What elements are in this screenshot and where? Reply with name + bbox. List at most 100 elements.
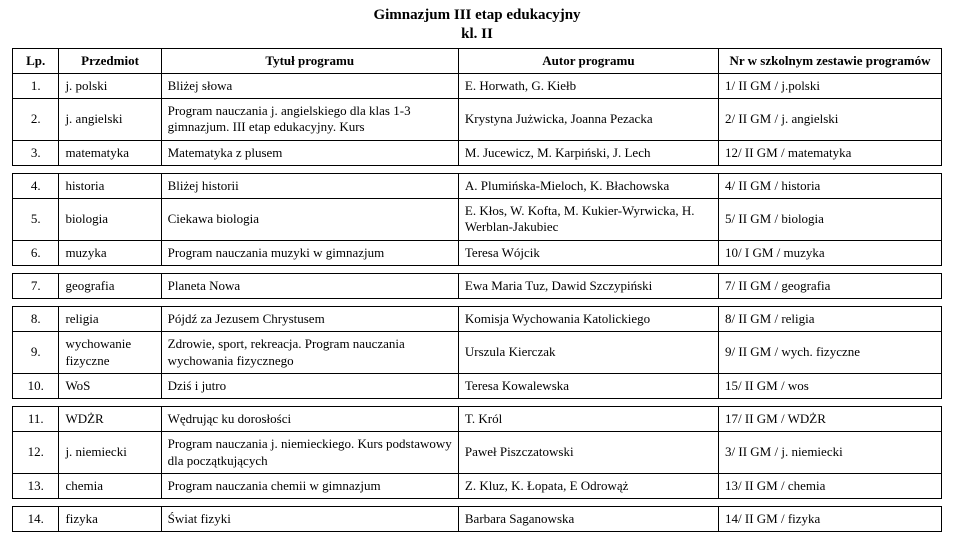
- table-row: 14.fizykaŚwiat fizykiBarbara Saganowska1…: [13, 507, 942, 532]
- cell-program: Zdrowie, sport, rekreacja. Program naucz…: [161, 332, 458, 374]
- cell-lp: 3.: [13, 140, 59, 165]
- cell-number: 12/ II GM / matematyka: [719, 140, 942, 165]
- gap-cell: [13, 165, 942, 173]
- gap-cell: [13, 499, 942, 507]
- cell-number: 10/ I GM / muzyka: [719, 240, 942, 265]
- cell-author: T. Król: [458, 407, 718, 432]
- cell-lp: 9.: [13, 332, 59, 374]
- table-row: 3.matematykaMatematyka z plusemM. Jucewi…: [13, 140, 942, 165]
- cell-subject: chemia: [59, 473, 161, 498]
- cell-number: 1/ II GM / j.polski: [719, 73, 942, 98]
- table-row: 5.biologiaCiekawa biologiaE. Kłos, W. Ko…: [13, 199, 942, 241]
- cell-program: Bliżej historii: [161, 173, 458, 198]
- cell-subject: WDŻR: [59, 407, 161, 432]
- cell-subject: j. angielski: [59, 99, 161, 141]
- cell-author: Urszula Kierczak: [458, 332, 718, 374]
- cell-lp: 11.: [13, 407, 59, 432]
- cell-program: Matematyka z plusem: [161, 140, 458, 165]
- cell-subject: historia: [59, 173, 161, 198]
- table-row: 7.geografiaPlaneta NowaEwa Maria Tuz, Da…: [13, 273, 942, 298]
- table-row: 10.WoSDziś i jutroTeresa Kowalewska15/ I…: [13, 373, 942, 398]
- gap-row: [13, 499, 942, 507]
- cell-lp: 13.: [13, 473, 59, 498]
- cell-program: Dziś i jutro: [161, 373, 458, 398]
- cell-lp: 6.: [13, 240, 59, 265]
- cell-lp: 12.: [13, 432, 59, 474]
- gap-cell: [13, 265, 942, 273]
- cell-lp: 5.: [13, 199, 59, 241]
- cell-program: Świat fizyki: [161, 507, 458, 532]
- col-author: Autor programu: [458, 48, 718, 73]
- col-lp: Lp.: [13, 48, 59, 73]
- cell-lp: 4.: [13, 173, 59, 198]
- title-line2: kl. II: [461, 26, 493, 42]
- cell-number: 5/ II GM / biologia: [719, 199, 942, 241]
- gap-row: [13, 399, 942, 407]
- cell-program: Planeta Nowa: [161, 273, 458, 298]
- cell-number: 14/ II GM / fizyka: [719, 507, 942, 532]
- cell-number: 7/ II GM / geografia: [719, 273, 942, 298]
- cell-subject: geografia: [59, 273, 161, 298]
- curriculum-table: Lp. Przedmiot Tytuł programu Autor progr…: [12, 48, 942, 533]
- cell-lp: 7.: [13, 273, 59, 298]
- cell-subject: biologia: [59, 199, 161, 241]
- cell-subject: fizyka: [59, 507, 161, 532]
- cell-number: 2/ II GM / j. angielski: [719, 99, 942, 141]
- table-row: 2.j. angielskiProgram nauczania j. angie…: [13, 99, 942, 141]
- cell-subject: j. niemiecki: [59, 432, 161, 474]
- cell-subject: j. polski: [59, 73, 161, 98]
- gap-cell: [13, 399, 942, 407]
- cell-lp: 14.: [13, 507, 59, 532]
- table-row: 12.j. niemieckiProgram nauczania j. niem…: [13, 432, 942, 474]
- cell-subject: wychowanie fizyczne: [59, 332, 161, 374]
- cell-subject: religia: [59, 307, 161, 332]
- cell-program: Program nauczania muzyki w gimnazjum: [161, 240, 458, 265]
- cell-lp: 2.: [13, 99, 59, 141]
- col-program: Tytuł programu: [161, 48, 458, 73]
- cell-number: 9/ II GM / wych. fizyczne: [719, 332, 942, 374]
- cell-number: 4/ II GM / historia: [719, 173, 942, 198]
- cell-author: Teresa Wójcik: [458, 240, 718, 265]
- table-row: 8.religiaPójdź za Jezusem ChrystusemKomi…: [13, 307, 942, 332]
- cell-author: Barbara Saganowska: [458, 507, 718, 532]
- cell-number: 8/ II GM / religia: [719, 307, 942, 332]
- gap-row: [13, 165, 942, 173]
- cell-subject: WoS: [59, 373, 161, 398]
- cell-program: Program nauczania j. angielskiego dla kl…: [161, 99, 458, 141]
- cell-lp: 8.: [13, 307, 59, 332]
- table-row: 1.j. polskiBliżej słowaE. Horwath, G. Ki…: [13, 73, 942, 98]
- cell-author: A. Plumińska-Mieloch, K. Błachowska: [458, 173, 718, 198]
- cell-number: 15/ II GM / wos: [719, 373, 942, 398]
- cell-number: 13/ II GM / chemia: [719, 473, 942, 498]
- cell-author: Paweł Piszczatowski: [458, 432, 718, 474]
- cell-program: Program nauczania j. niemieckiego. Kurs …: [161, 432, 458, 474]
- cell-number: 3/ II GM / j. niemiecki: [719, 432, 942, 474]
- table-row: 6.muzykaProgram nauczania muzyki w gimna…: [13, 240, 942, 265]
- table-row: 13.chemiaProgram nauczania chemii w gimn…: [13, 473, 942, 498]
- cell-author: Teresa Kowalewska: [458, 373, 718, 398]
- cell-program: Pójdź za Jezusem Chrystusem: [161, 307, 458, 332]
- cell-program: Ciekawa biologia: [161, 199, 458, 241]
- cell-author: Z. Kluz, K. Łopata, E Odrowąż: [458, 473, 718, 498]
- cell-author: Krystyna Jużwicka, Joanna Pezacka: [458, 99, 718, 141]
- gap-row: [13, 299, 942, 307]
- cell-author: Ewa Maria Tuz, Dawid Szczypiński: [458, 273, 718, 298]
- cell-number: 17/ II GM / WDŻR: [719, 407, 942, 432]
- cell-subject: muzyka: [59, 240, 161, 265]
- cell-author: Komisja Wychowania Katolickiego: [458, 307, 718, 332]
- cell-author: E. Horwath, G. Kiełb: [458, 73, 718, 98]
- cell-lp: 10.: [13, 373, 59, 398]
- table-row: 11.WDŻRWędrując ku dorosłościT. Król17/ …: [13, 407, 942, 432]
- title-line1: Gimnazjum III etap edukacyjny: [373, 7, 580, 23]
- gap-row: [13, 265, 942, 273]
- cell-program: Program nauczania chemii w gimnazjum: [161, 473, 458, 498]
- gap-cell: [13, 299, 942, 307]
- table-row: 9.wychowanie fizyczneZdrowie, sport, rek…: [13, 332, 942, 374]
- cell-author: E. Kłos, W. Kofta, M. Kukier-Wyrwicka, H…: [458, 199, 718, 241]
- cell-author: M. Jucewicz, M. Karpiński, J. Lech: [458, 140, 718, 165]
- col-number: Nr w szkolnym zestawie programów: [719, 48, 942, 73]
- page-title: Gimnazjum III etap edukacyjny kl. II: [12, 6, 942, 44]
- table-header-row: Lp. Przedmiot Tytuł programu Autor progr…: [13, 48, 942, 73]
- cell-lp: 1.: [13, 73, 59, 98]
- cell-subject: matematyka: [59, 140, 161, 165]
